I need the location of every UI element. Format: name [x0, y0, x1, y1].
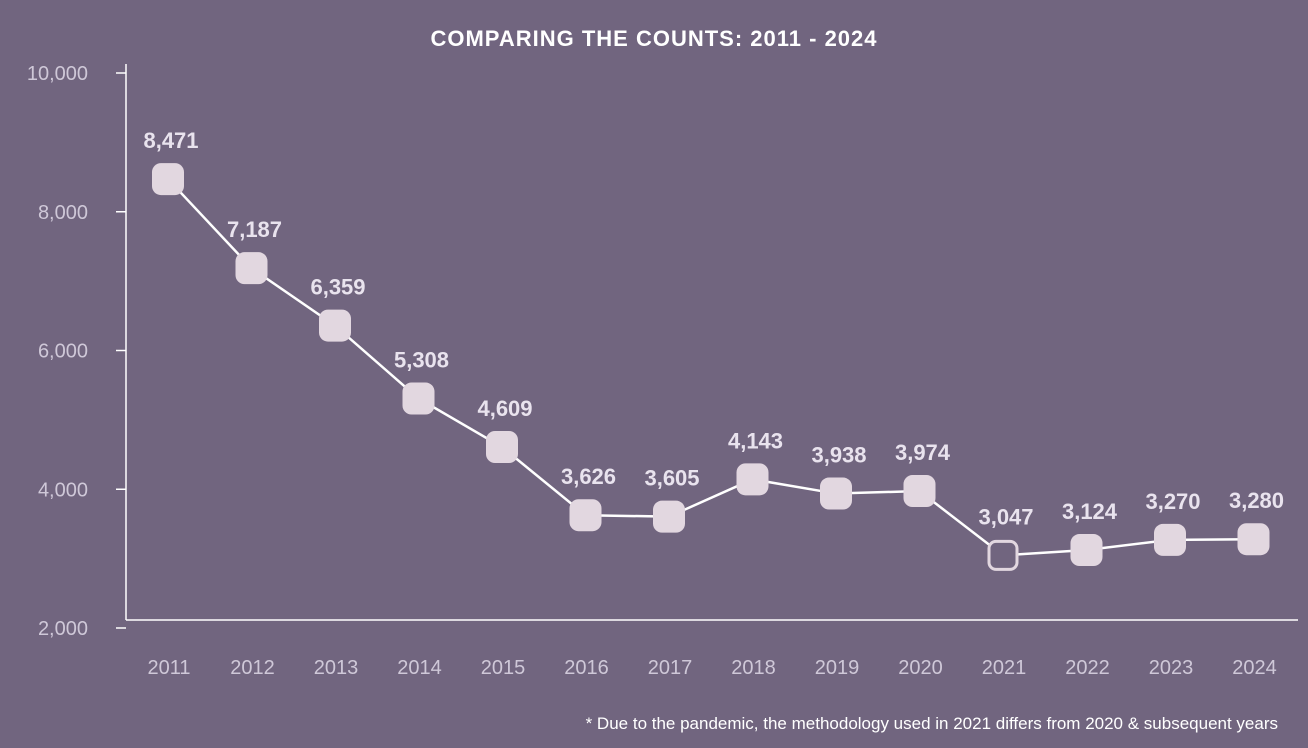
x-tick-label: 2012	[230, 657, 275, 679]
x-tick-label: 2020	[898, 657, 943, 679]
x-tick-label: 2023	[1149, 657, 1194, 679]
data-label: 3,270	[1145, 489, 1200, 514]
x-tick-label: 2019	[815, 657, 860, 679]
data-label: 3,280	[1229, 488, 1284, 513]
data-label: 4,609	[477, 396, 532, 421]
y-tick-label: 8,000	[38, 202, 88, 224]
footnote: * Due to the pandemic, the methodology u…	[585, 714, 1278, 733]
data-label: 3,124	[1062, 499, 1118, 524]
data-point	[1154, 523, 1186, 556]
data-label: 5,308	[394, 348, 449, 373]
data-point	[235, 252, 268, 285]
data-label: 3,974	[895, 440, 951, 465]
x-tick-label: 2014	[397, 657, 442, 679]
x-tick-label: 2016	[564, 657, 609, 679]
x-tick-label: 2017	[648, 657, 693, 679]
y-tick-label: 6,000	[38, 341, 88, 363]
x-tick-label: 2018	[731, 657, 776, 679]
chart-title: COMPARING THE COUNTS: 2011 - 2024	[430, 26, 878, 51]
data-label: 4,143	[728, 428, 783, 453]
x-tick-label: 2015	[481, 657, 526, 679]
x-tick-label: 2022	[1065, 657, 1110, 679]
data-point	[1237, 523, 1270, 556]
data-point	[820, 477, 852, 510]
data-label: 3,626	[561, 464, 616, 489]
x-tick-label: 2011	[147, 657, 190, 679]
data-point	[402, 382, 435, 415]
data-label: 7,187	[227, 217, 282, 242]
data-point	[319, 309, 351, 342]
data-point	[486, 431, 518, 464]
x-tick-label: 2021	[982, 657, 1027, 679]
data-label: 3,938	[811, 443, 866, 468]
y-tick-label: 2,000	[38, 618, 88, 640]
data-point-hollow	[987, 539, 1019, 571]
data-point	[736, 463, 769, 496]
data-label: 3,047	[978, 504, 1033, 529]
data-point	[653, 500, 685, 533]
y-tick-label: 10,000	[27, 63, 88, 85]
data-label: 6,359	[310, 275, 365, 300]
data-point	[152, 163, 184, 196]
x-tick-label: 2013	[314, 657, 359, 679]
x-tick-label: 2024	[1232, 657, 1277, 679]
data-point	[903, 475, 936, 508]
data-point	[1070, 534, 1103, 567]
data-point	[569, 499, 602, 532]
y-tick-label: 4,000	[38, 479, 88, 501]
data-label: 8,471	[143, 128, 198, 153]
data-label: 3,605	[644, 466, 699, 491]
